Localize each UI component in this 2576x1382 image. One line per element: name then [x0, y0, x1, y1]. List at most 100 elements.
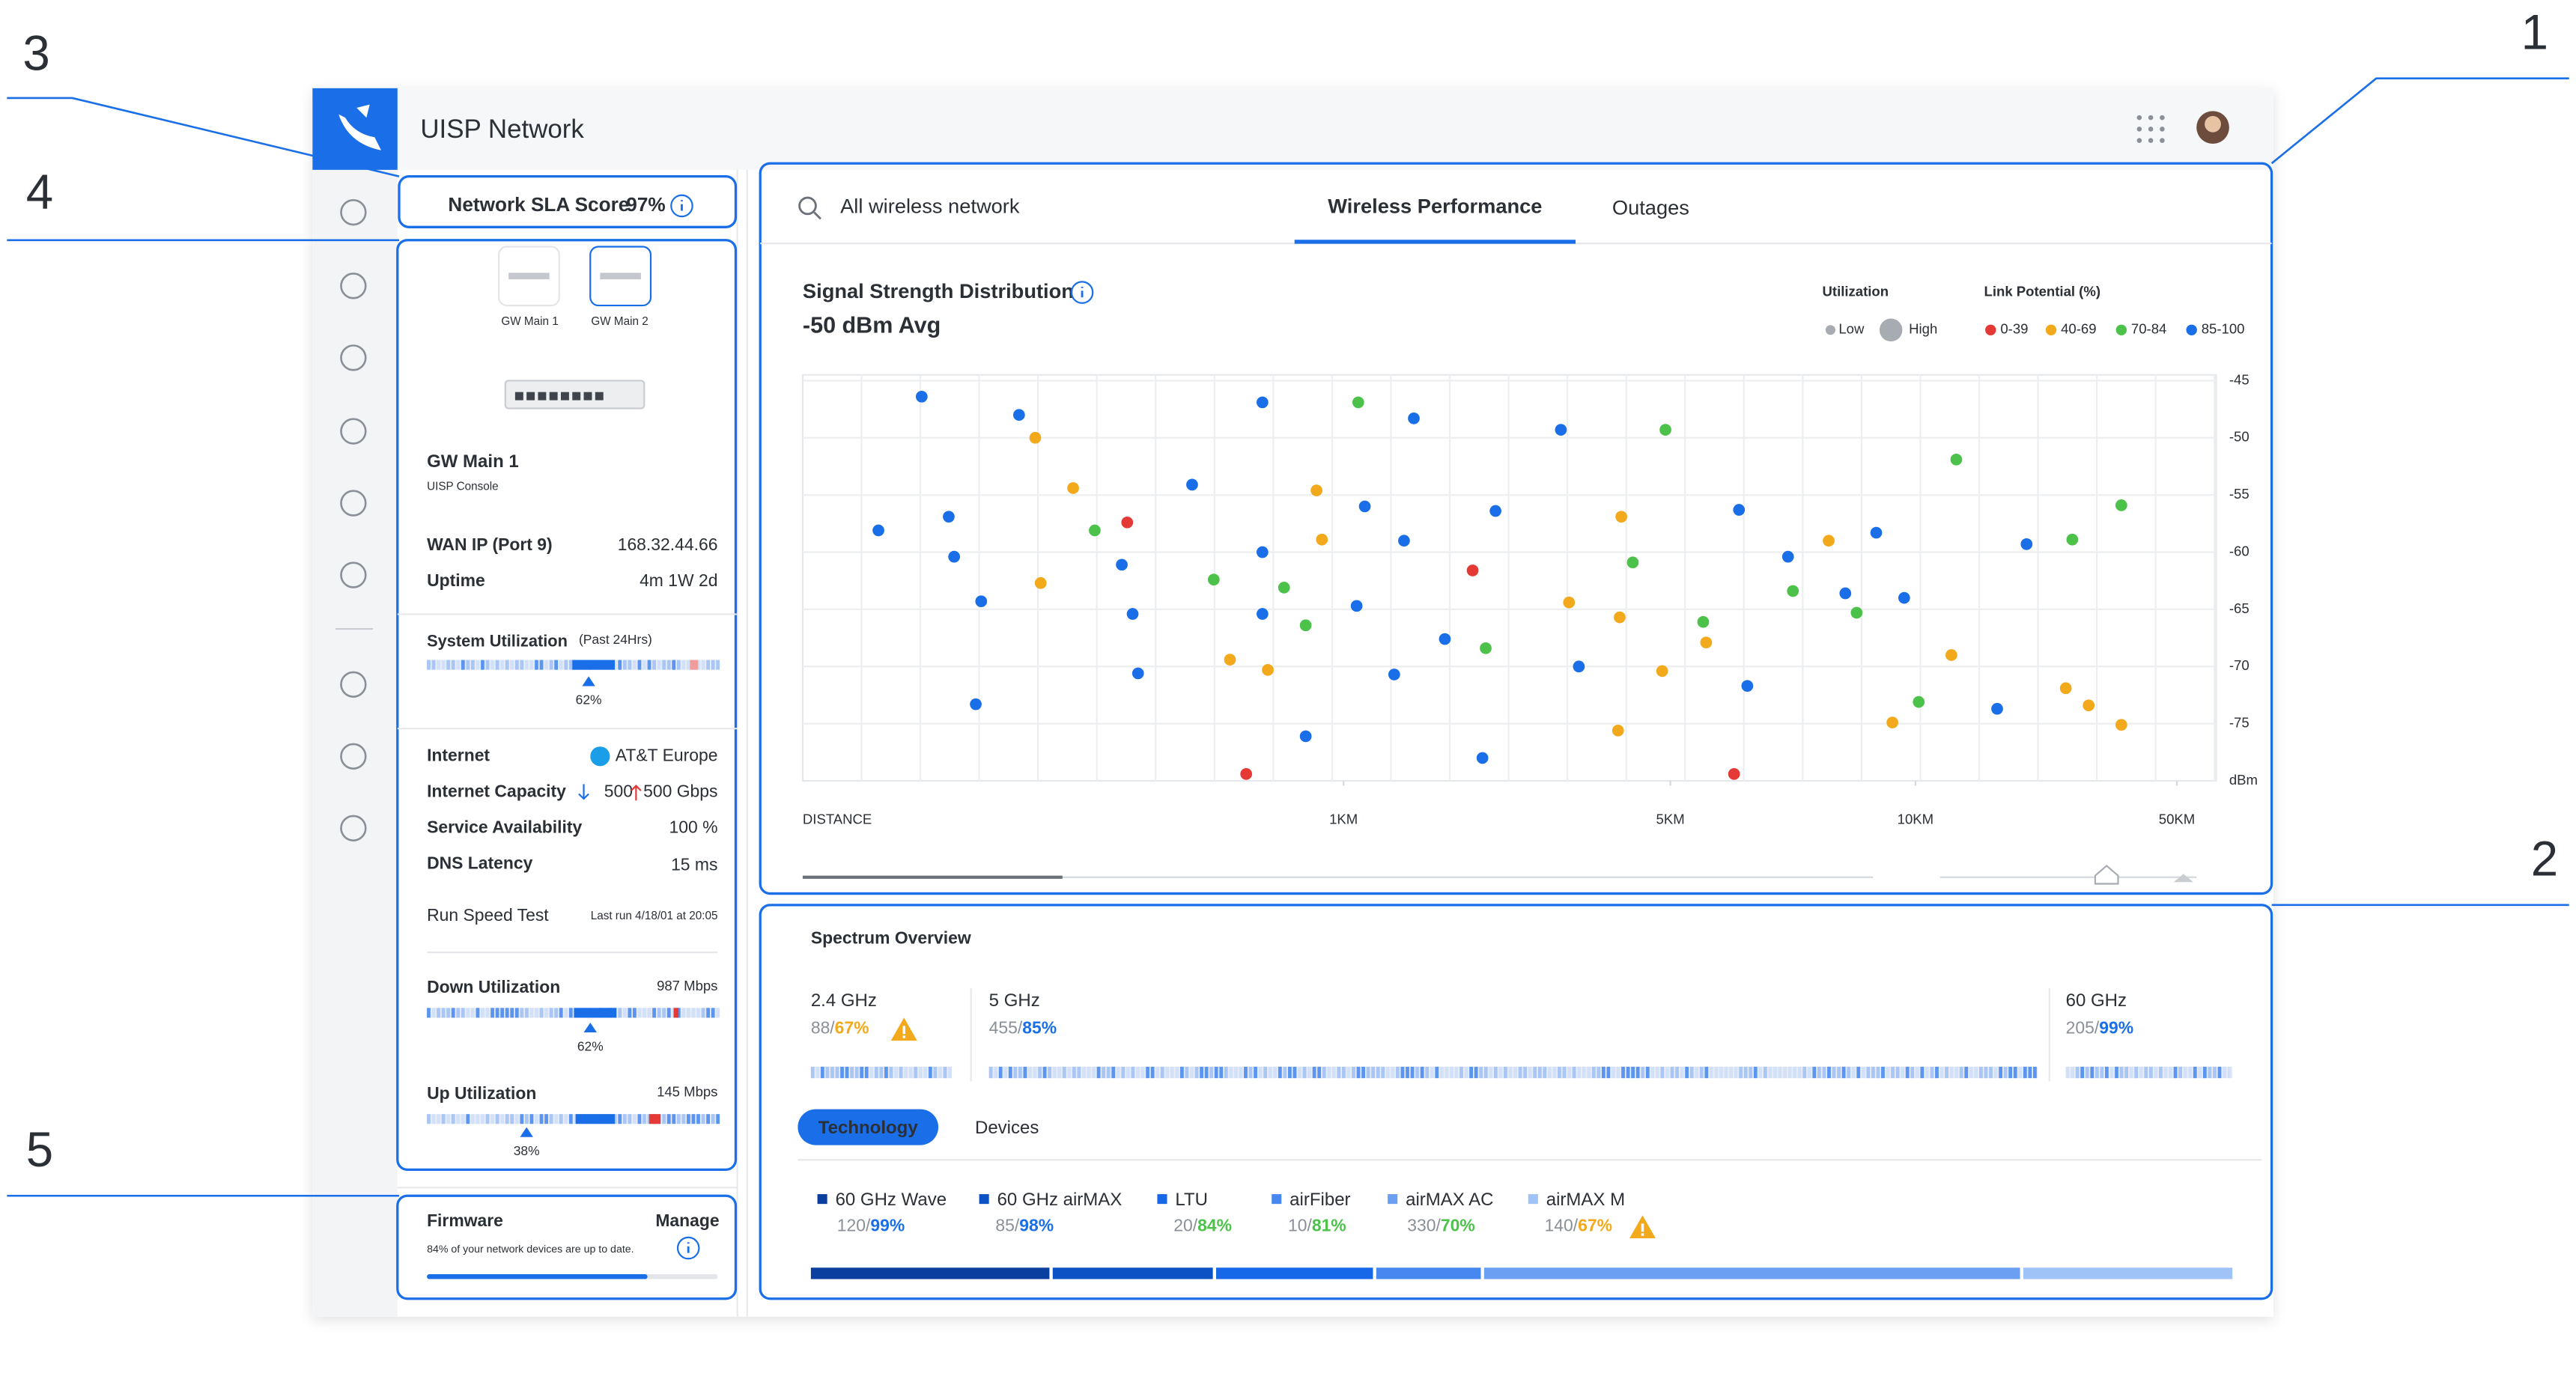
- data-point: [1012, 409, 1025, 421]
- utilization-cell: [1645, 1066, 1650, 1079]
- data-point: [1700, 636, 1713, 649]
- apps-icon[interactable]: [2148, 138, 2154, 143]
- legend-label: 70-84: [2131, 321, 2166, 337]
- label: 62%: [577, 1038, 604, 1053]
- utilization-cell: [1949, 1066, 1954, 1079]
- utilization-cell: [1087, 1066, 1091, 1079]
- utilization-cell: [1361, 1066, 1365, 1079]
- utilization-cell: [687, 1114, 690, 1124]
- search-input[interactable]: All wireless network: [840, 194, 1020, 217]
- utilization-cell: [510, 660, 514, 670]
- apps-icon[interactable]: [2160, 127, 2165, 132]
- utilization-cell: [711, 660, 715, 670]
- utilization-cell: [470, 1114, 475, 1124]
- utilization-cell: [441, 1008, 446, 1018]
- apps-icon[interactable]: [2160, 138, 2165, 143]
- apps-icon[interactable]: [2136, 127, 2142, 132]
- utilization-cell: [427, 660, 431, 670]
- utilization-cell: [1606, 1066, 1611, 1079]
- annotation-box: [759, 904, 2273, 1300]
- nav-icon[interactable]: [340, 561, 367, 588]
- utilization-cell: [535, 660, 538, 670]
- utilization-cell: [1543, 1066, 1547, 1079]
- range-handle[interactable]: [2094, 865, 2119, 885]
- nav-icon[interactable]: [340, 418, 367, 445]
- utilization-cell: [2085, 1066, 2089, 1079]
- utilization-cell: [1999, 1066, 2002, 1079]
- utilization-cell: [1381, 1066, 1385, 1079]
- utilization-cell: [923, 1066, 928, 1079]
- size-legend: [1879, 318, 1903, 342]
- utilization-cell: [1993, 1066, 1998, 1079]
- tab[interactable]: Devices: [975, 1118, 1039, 1138]
- utilization-cell: [1591, 1066, 1596, 1079]
- label: 4m 1W 2d: [640, 570, 717, 590]
- utilization-cell: [1489, 1066, 1493, 1079]
- nav-icon[interactable]: [340, 273, 367, 299]
- data-point: [1913, 695, 1925, 708]
- utilization-cell: [1572, 1066, 1576, 1079]
- data-point: [872, 524, 884, 537]
- utilization-cell: [2100, 1066, 2104, 1079]
- utilization-cell: [544, 1008, 548, 1018]
- tech-share-bar: [2023, 1267, 2233, 1279]
- data-point: [1358, 500, 1371, 513]
- apps-icon[interactable]: [2148, 127, 2154, 132]
- data-point: [1573, 660, 1585, 673]
- utilization-cell: [1454, 1066, 1459, 1079]
- utilization-cell: [539, 1114, 544, 1124]
- nav-icon[interactable]: [340, 743, 367, 770]
- utilization-cell: [879, 1066, 884, 1079]
- nav-icon[interactable]: [340, 671, 367, 698]
- data-point: [1950, 453, 1963, 466]
- utilization-cell: [810, 1066, 815, 1079]
- utilization-cell: [1248, 1066, 1253, 1079]
- manage-link[interactable]: Manage: [655, 1211, 719, 1230]
- tech-swatch: [1528, 1194, 1538, 1205]
- nav-icon[interactable]: [340, 344, 367, 371]
- utilization-cell: [647, 660, 651, 670]
- label: High: [1909, 321, 1937, 337]
- utilization-cell: [1547, 1066, 1552, 1079]
- legend-swatch: [2115, 324, 2127, 335]
- tab[interactable]: Wireless Performance: [1328, 194, 1542, 217]
- data-point: [1476, 752, 1489, 764]
- utilization-cell: [1533, 1066, 1537, 1079]
- tab[interactable]: Technology: [818, 1118, 919, 1138]
- utilization-cell: [437, 1114, 440, 1124]
- tab-pill[interactable]: [798, 1109, 939, 1145]
- apps-icon[interactable]: [2136, 138, 2142, 143]
- data-point: [1555, 424, 1567, 436]
- utilization-cell: [490, 660, 494, 670]
- utilization-cell: [1719, 1066, 1723, 1079]
- utilization-cell: [2202, 1066, 2207, 1079]
- speed-test-link[interactable]: Run Speed Test: [427, 905, 549, 925]
- apps-icon[interactable]: [2136, 115, 2142, 121]
- utilization-cell: [2217, 1066, 2222, 1079]
- label: 500: [604, 781, 633, 800]
- annotation-number: 3: [22, 26, 49, 81]
- utilization-cell: [2173, 1066, 2178, 1079]
- utilization-cell: [1131, 1066, 1135, 1079]
- nav-icon[interactable]: [340, 815, 367, 841]
- utilization-cell: [657, 1008, 661, 1018]
- utilization-cell: [2033, 1066, 2037, 1079]
- tab[interactable]: Outages: [1612, 196, 1689, 219]
- utilization-cell: [2105, 1066, 2109, 1079]
- utilization-cell: [544, 1114, 548, 1124]
- utilization-cell: [706, 1114, 710, 1124]
- data-point: [2083, 699, 2095, 712]
- utilization-cell: [716, 1008, 720, 1018]
- utilization-cell: [1621, 1066, 1625, 1079]
- nav-icon[interactable]: [340, 490, 367, 517]
- y-unit: dBm: [2229, 772, 2258, 788]
- utilization-cell: [559, 1114, 563, 1124]
- apps-icon[interactable]: [2160, 115, 2165, 121]
- label: 987 Mbps: [657, 978, 717, 993]
- nav-icon[interactable]: [340, 198, 367, 226]
- data-point: [1186, 478, 1198, 491]
- utilization-cell: [2154, 1066, 2158, 1079]
- utilization-cell: [696, 1114, 700, 1124]
- apps-icon[interactable]: [2148, 115, 2154, 121]
